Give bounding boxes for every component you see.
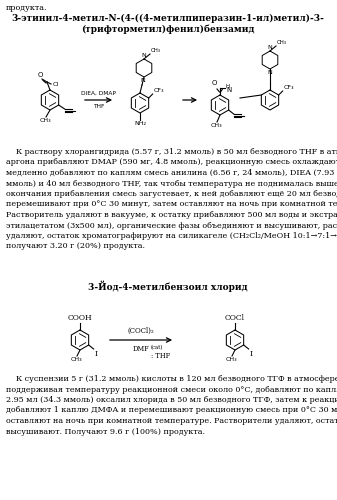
- Text: H: H: [226, 84, 230, 89]
- Text: : THF: : THF: [151, 352, 170, 360]
- Text: N: N: [268, 70, 272, 75]
- Text: 3-этинил-4-метил-N-(4-((4-метилпиперазин-1-ил)метил)-3-: 3-этинил-4-метил-N-(4-((4-метилпиперазин…: [11, 14, 325, 23]
- Text: Cl: Cl: [53, 82, 59, 87]
- Text: CH₃: CH₃: [39, 118, 51, 123]
- Text: окончания прибавления смесь загустевает, к ней добавляют ещё 20 мл безводного TH: окончания прибавления смесь загустевает,…: [6, 190, 337, 198]
- Text: получают 3.20 г (20%) продукта.: получают 3.20 г (20%) продукта.: [6, 242, 145, 250]
- Text: O: O: [37, 72, 43, 78]
- Text: CH₃: CH₃: [70, 357, 82, 362]
- Text: COOH: COOH: [68, 314, 92, 322]
- Text: медленно добавляют по каплям смесь анилина (6.56 г, 24 ммоль), DIEA (7.93 мл, 48: медленно добавляют по каплям смесь анили…: [6, 169, 337, 177]
- Text: I: I: [250, 350, 253, 358]
- Text: этилацетатом (3x500 мл), органические фазы объединяют и высушивают, растворитель: этилацетатом (3x500 мл), органические фа…: [6, 222, 337, 230]
- Text: CH₃: CH₃: [277, 40, 287, 45]
- Text: DIEA, DMAP: DIEA, DMAP: [81, 91, 116, 96]
- Text: 3-Йод-4-метилбензоил хлорид: 3-Йод-4-метилбензоил хлорид: [88, 280, 248, 291]
- Text: К суспензии 5 г (31.2 ммоль) кислоты в 120 мл безводного ТГФ в атмосфере аргона,: К суспензии 5 г (31.2 ммоль) кислоты в 1…: [6, 375, 337, 383]
- Text: COCl: COCl: [225, 314, 245, 322]
- Text: высушивают. Получают 9.6 г (100%) продукта.: высушивают. Получают 9.6 г (100%) продук…: [6, 428, 205, 436]
- Text: аргона прибавляют DMAP (590 мг, 4.8 ммоль), реакционную смесь охлаждают до 0°С и: аргона прибавляют DMAP (590 мг, 4.8 ммол…: [6, 158, 337, 166]
- Text: Растворитель удаляют в вакууме, к остатку прибавляют 500 мл воды и экстрагируют: Растворитель удаляют в вакууме, к остатк…: [6, 211, 337, 219]
- Text: O: O: [211, 80, 217, 86]
- Text: NH₂: NH₂: [134, 121, 146, 126]
- Text: К раствору хлорангидрида (5.57 г, 31.2 ммоль) в 50 мл безводного THF в атмосфере: К раствору хлорангидрида (5.57 г, 31.2 м…: [6, 148, 337, 156]
- Text: (cat): (cat): [151, 345, 163, 350]
- Text: удаляют, остаток хроматографируют на силикагеле (CH₂Cl₂/MeOH 10:1→7:1→5:1),: удаляют, остаток хроматографируют на сил…: [6, 232, 337, 240]
- Text: CF₃: CF₃: [154, 88, 164, 93]
- Text: добавляют 1 каплю ДМФА и перемешивают реакционную смесь при 0°С 30 минут и: добавляют 1 каплю ДМФА и перемешивают ре…: [6, 406, 337, 414]
- Text: DMF: DMF: [133, 345, 149, 353]
- Text: CF₃: CF₃: [284, 85, 294, 90]
- Text: 2.95 мл (34.3 ммоль) оксалил хлорида в 50 мл безводного ТГФ, затем к реакционной: 2.95 мл (34.3 ммоль) оксалил хлорида в 5…: [6, 396, 337, 404]
- Text: N: N: [268, 45, 272, 50]
- Text: CH₃: CH₃: [210, 123, 222, 128]
- Text: (трифторметил)фенил)бензамид: (трифторметил)фенил)бензамид: [81, 24, 255, 34]
- Text: CH₃: CH₃: [151, 48, 161, 53]
- Text: поддерживая температуру реакционной смеси около 0°С, добавляют по каплям раствор: поддерживая температуру реакционной смес…: [6, 386, 337, 394]
- Text: ммоль) и 40 мл безводного THF, так чтобы температура не поднималась выше 5°С. По: ммоль) и 40 мл безводного THF, так чтобы…: [6, 180, 337, 188]
- Text: оставляют на ночь при комнатной температуре. Растворители удаляют, остаток: оставляют на ночь при комнатной температ…: [6, 417, 337, 425]
- Text: THF: THF: [93, 104, 104, 109]
- Text: перемешивают при 0°С 30 минут, затем оставляют на ночь при комнатной температуре: перемешивают при 0°С 30 минут, затем ост…: [6, 200, 337, 208]
- Text: продукта.: продукта.: [6, 4, 48, 12]
- Text: CH₃: CH₃: [225, 357, 237, 362]
- Text: N: N: [226, 87, 231, 93]
- Text: N: N: [142, 53, 146, 58]
- Text: N: N: [141, 78, 145, 83]
- Text: I: I: [95, 350, 98, 358]
- Text: (COCl)₂: (COCl)₂: [128, 327, 154, 335]
